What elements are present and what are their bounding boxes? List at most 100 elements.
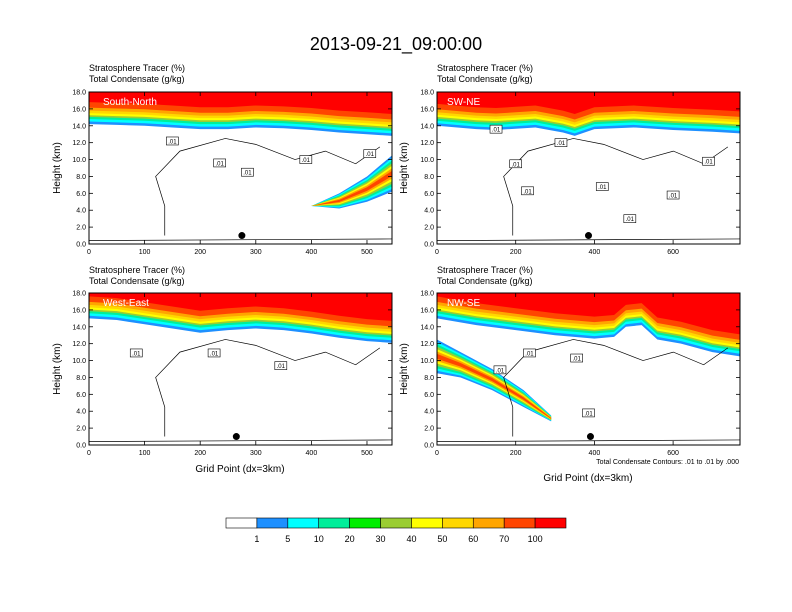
- y-tick-label: 14.0: [420, 324, 434, 331]
- y-tick-label: 16.0: [420, 106, 434, 113]
- x-tick-label: 200: [194, 249, 206, 256]
- contour-label: .01: [168, 139, 177, 145]
- y-tick-label: 18.0: [72, 291, 86, 298]
- panel-west-east: Stratosphere Tracer (%) Total Condensate…: [52, 265, 393, 475]
- figure-title: 2013-09-21_09:00:00: [310, 34, 482, 55]
- x-tick-label: 400: [589, 249, 601, 256]
- intrusion-layer-2: [311, 160, 392, 207]
- intrusion-layer-5: [311, 168, 392, 206]
- y-tick-label: 4.0: [76, 208, 86, 215]
- condensate-contour: [503, 339, 729, 437]
- plot-area: .01 .01 .01 .01 0.0 2.0 4.0 6.0 8.0 10.0 12.0 14.0 1…: [420, 291, 741, 457]
- colorbar-label: 30: [376, 534, 386, 544]
- y-tick-label: 8.0: [424, 174, 434, 181]
- plot-frame: [88, 292, 393, 446]
- colorbar-swatch: [534, 517, 567, 529]
- y-tick-label: 6.0: [424, 191, 434, 198]
- colorbar-label: 10: [314, 534, 324, 544]
- plot-area: .01 .01 .01 0.0 2.0 4.0 6.0 8.0 10.0 12.0 14.0 16.0…: [72, 291, 393, 457]
- y-tick-label: 0.0: [76, 443, 86, 450]
- y-tick-label: 10.0: [420, 358, 434, 365]
- footnote: Total Condensate Contours: .01 to .01 by…: [596, 459, 739, 466]
- x-tick-label: 100: [139, 249, 151, 256]
- colorbar-label: 100: [528, 534, 543, 544]
- y-tick-label: 12.0: [420, 341, 434, 348]
- panel-title-line-1: Stratosphere Tracer (%): [437, 265, 533, 275]
- colorbar-label: 5: [285, 534, 290, 544]
- panel-title-line-2: Total Condensate (g/kg): [89, 276, 185, 286]
- y-tick-label: 10.0: [72, 358, 86, 365]
- panel-title-line-2: Total Condensate (g/kg): [437, 276, 533, 286]
- y-tick-label: 2.0: [424, 426, 434, 433]
- y-tick-label: 14.0: [72, 123, 86, 130]
- y-tick-label: 2.0: [76, 225, 86, 232]
- contour-label: .01: [277, 364, 286, 370]
- contour-label-box: [241, 167, 254, 177]
- y-axis-label: Height (km): [399, 343, 410, 395]
- colorbar-swatch: [503, 517, 536, 529]
- contour-label: .01: [132, 351, 141, 357]
- location-marker: [238, 232, 246, 240]
- panel-label: South-North: [103, 97, 157, 108]
- colorbar-label: 50: [437, 534, 447, 544]
- panel-nw-se: Stratosphere Tracer (%) Total Condensate…: [399, 265, 741, 484]
- y-tick-label: 6.0: [424, 392, 434, 399]
- x-tick-label: 600: [667, 450, 679, 457]
- contour-label-box: [554, 138, 568, 147]
- contour-label-box: [523, 348, 536, 358]
- contour-label: .01: [598, 185, 607, 191]
- contour-label: .01: [215, 161, 224, 167]
- surface-contour: [437, 439, 740, 442]
- x-tick-label: 0: [87, 450, 91, 457]
- location-marker: [232, 433, 240, 441]
- contour-label-box: [595, 182, 609, 191]
- y-tick-label: 4.0: [424, 409, 434, 416]
- y-tick-label: 4.0: [424, 208, 434, 215]
- contour-label: .01: [584, 411, 593, 417]
- x-tick-label: 600: [667, 249, 679, 256]
- colorbar-swatch: [256, 517, 289, 529]
- contour-label: .01: [626, 217, 635, 223]
- plot-frame: [436, 91, 741, 245]
- contour-label: .01: [704, 160, 713, 166]
- location-marker: [585, 232, 592, 240]
- surface-contour: [89, 238, 392, 241]
- colorbar-swatch: [472, 517, 505, 529]
- x-tick-label: 500: [361, 450, 373, 457]
- colorbar-swatch: [380, 517, 412, 529]
- contour-label: .01: [557, 141, 566, 147]
- condensate-contour: [155, 339, 381, 437]
- x-tick-label: 200: [510, 450, 522, 457]
- plot-content: .01 .01 .01 .01 .01: [89, 92, 392, 244]
- plot-content: .01 .01 .01: [89, 293, 392, 445]
- y-tick-label: 12.0: [72, 341, 86, 348]
- y-tick-label: 12.0: [420, 140, 434, 147]
- x-tick-label: 200: [194, 450, 206, 457]
- contour-label-box: [702, 156, 715, 166]
- y-tick-label: 4.0: [76, 409, 86, 416]
- colorbar-swatch: [349, 517, 381, 529]
- plot-area: .01 .01 .01 .01 .01 0.0 2.0 4.0 6.0 8.0 10.0 12.0 14…: [72, 90, 393, 256]
- contour-label-box: [570, 353, 583, 363]
- contour-label: .01: [210, 351, 219, 357]
- colorbar-label: 1: [254, 534, 259, 544]
- contour-label: .01: [669, 194, 678, 200]
- colorbar-label: 40: [406, 534, 416, 544]
- contour-label-box: [207, 348, 221, 358]
- contour-label: .01: [492, 128, 501, 134]
- contour-label-box: [129, 348, 143, 358]
- x-tick-label: 400: [306, 249, 318, 256]
- x-tick-label: 300: [250, 450, 262, 457]
- panel-label: NW-SE: [447, 298, 480, 309]
- y-tick-label: 0.0: [424, 443, 434, 450]
- colorbar: 1 5 10 20 30 40 50 60 70 100: [225, 517, 567, 544]
- panel-label: West-East: [103, 298, 149, 309]
- y-axis-label: Height (km): [399, 142, 410, 194]
- tracer-band-8: [89, 92, 392, 114]
- contour-label-box: [493, 365, 507, 375]
- condensate-contour: [503, 138, 729, 236]
- contour-label: .01: [496, 368, 505, 374]
- y-axis-label: Height (km): [52, 142, 63, 194]
- surface-contour: [437, 238, 740, 241]
- colorbar-swatch: [225, 517, 258, 529]
